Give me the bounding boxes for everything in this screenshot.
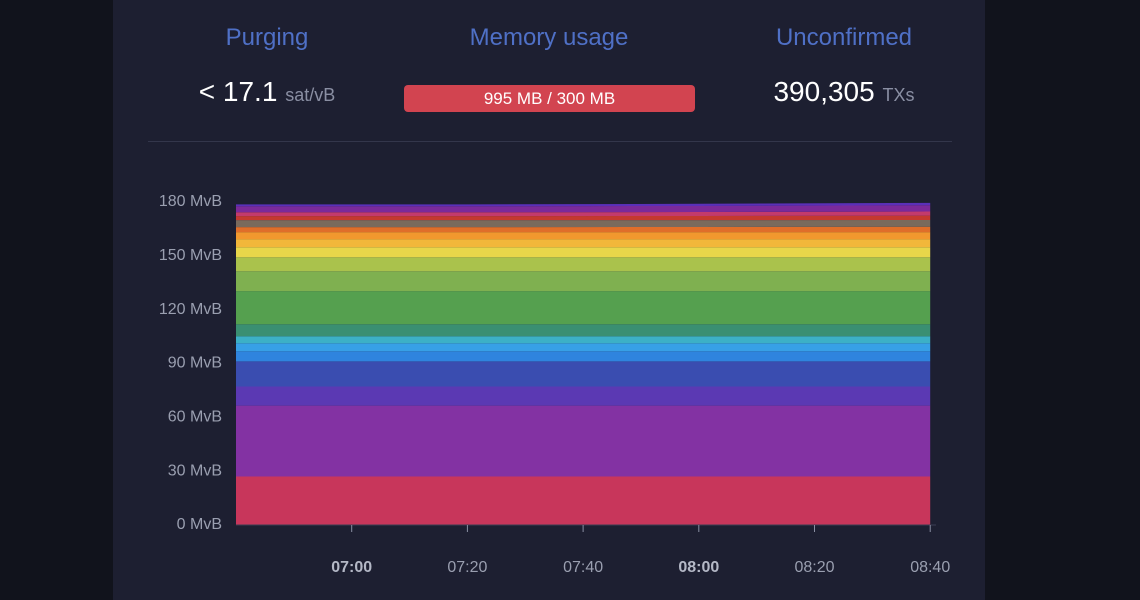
unit: TXs bbox=[882, 85, 915, 105]
y-tick-label: 120 MvB bbox=[159, 301, 222, 318]
area-layer bbox=[236, 205, 931, 213]
y-tick-label: 0 MvB bbox=[177, 516, 222, 533]
x-tick-label: 08:20 bbox=[794, 559, 834, 576]
stat-value: < 17.1 sat/vB bbox=[127, 76, 407, 108]
area-layer bbox=[236, 232, 931, 240]
x-tick-label: 08:40 bbox=[910, 559, 950, 576]
memory-bar: 995 MB / 300 MB bbox=[404, 85, 695, 112]
y-tick-label: 150 MvB bbox=[159, 247, 222, 264]
area-layer bbox=[236, 386, 931, 406]
x-tick-label: 08:00 bbox=[678, 559, 719, 576]
y-tick-label: 30 MvB bbox=[168, 462, 222, 479]
area-layer bbox=[236, 361, 931, 387]
divider bbox=[148, 141, 952, 142]
area-layer bbox=[236, 405, 931, 477]
y-tick-label: 180 MvB bbox=[159, 193, 222, 210]
stat-value: 390,305 TXs bbox=[704, 76, 984, 108]
x-tick-label: 07:20 bbox=[447, 559, 487, 576]
stat-label: Purging bbox=[225, 24, 309, 51]
area-layer bbox=[236, 247, 931, 258]
area-layer bbox=[236, 291, 931, 325]
area-layer bbox=[236, 226, 931, 233]
stat-label: Memory usage bbox=[469, 24, 629, 51]
area-layer bbox=[236, 239, 931, 248]
y-tick-label: 90 MvB bbox=[168, 355, 222, 372]
area-layer bbox=[236, 476, 931, 525]
area-layer bbox=[236, 351, 931, 362]
y-tick-label: 60 MvB bbox=[168, 409, 222, 426]
value: < 17.1 bbox=[198, 76, 278, 107]
area-layer bbox=[236, 343, 931, 352]
x-tick-label: 07:00 bbox=[331, 559, 372, 576]
area-layer bbox=[236, 336, 931, 344]
area-layer bbox=[236, 324, 931, 337]
area-layer bbox=[236, 257, 931, 272]
unit: sat/vB bbox=[285, 85, 336, 105]
stat-label: Unconfirmed bbox=[775, 24, 913, 51]
value: 390,305 bbox=[773, 76, 875, 107]
x-tick-label: 07:40 bbox=[563, 559, 603, 576]
area-layer bbox=[236, 211, 931, 217]
area-layer bbox=[236, 202, 931, 207]
area-layer bbox=[236, 215, 931, 221]
area-layer bbox=[236, 271, 931, 292]
area-layer bbox=[236, 219, 931, 228]
